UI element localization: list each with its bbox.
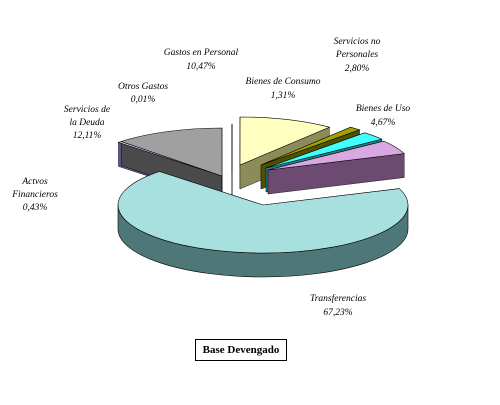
slice-name-otros-gastos: Otros Gastos bbox=[118, 82, 168, 92]
chart-title: Base Devengado bbox=[195, 339, 287, 361]
slice-label-servicios-no-personales: Servicios no Personales 2,80% bbox=[334, 37, 381, 74]
slice-label-bienes-de-consumo: Bienes de Consumo 1,31% bbox=[246, 77, 321, 101]
slice-value-otros-gastos: 0,01% bbox=[131, 95, 156, 105]
slice-label-bienes-de-uso: Bienes de Uso 4,67% bbox=[356, 104, 411, 128]
slice-value-bienes-de-uso: 4,67% bbox=[371, 118, 396, 128]
slice-name-servicios-no-personales: Personales bbox=[335, 50, 379, 60]
slice-name-servicios-de-la-deuda: Servicios de bbox=[64, 105, 110, 115]
pie-slice-bienes-de-consumo bbox=[260, 126, 361, 166]
slice-name-servicios-no-personales: Servicios no bbox=[334, 37, 381, 47]
slice-name-transferencias: Transferencias bbox=[310, 293, 366, 304]
slice-value-actvos-financieros: 0,43% bbox=[23, 203, 48, 213]
slice-name-servicios-de-la-deuda: la Deuda bbox=[69, 118, 104, 128]
slice-name-gastos-en-personal: Gastos en Personal bbox=[164, 48, 239, 58]
slice-name-bienes-de-uso: Bienes de Uso bbox=[356, 104, 411, 114]
slice-label-servicios-de-la-deuda: Servicios de la Deuda 12,11% bbox=[64, 105, 110, 141]
slice-name-actvos-financieros: Financieros bbox=[11, 190, 58, 200]
pie-slice-transferencias bbox=[117, 171, 409, 254]
slice-value-servicios-de-la-deuda: 12,11% bbox=[73, 131, 102, 141]
pie-slice-servicios-de-la-deuda bbox=[120, 127, 223, 177]
slice-value-servicios-no-personales: 2,80% bbox=[345, 64, 370, 74]
slice-value-gastos-en-personal: 10,47% bbox=[186, 62, 215, 72]
pie-slice-gastos-en-personal bbox=[239, 116, 331, 166]
slice-name-actvos-financieros: Actvos bbox=[21, 177, 48, 187]
slice-label-actvos-financieros: Actvos Financieros 0,43% bbox=[11, 177, 58, 213]
slice-name-bienes-de-consumo: Bienes de Consumo bbox=[246, 77, 321, 87]
slice-label-transferencias: Transferencias 67,23% bbox=[310, 293, 366, 318]
slice-label-gastos-en-personal: Gastos en Personal 10,47% bbox=[164, 48, 239, 72]
pie-slice-bienes-de-uso bbox=[267, 140, 405, 171]
slice-value-bienes-de-consumo: 1,31% bbox=[271, 91, 296, 101]
pie-slice-servicios-no-personales bbox=[265, 132, 383, 169]
slice-value-transferencias: 67,23% bbox=[323, 308, 352, 318]
slice-label-otros-gastos: Otros Gastos 0,01% bbox=[118, 82, 168, 105]
